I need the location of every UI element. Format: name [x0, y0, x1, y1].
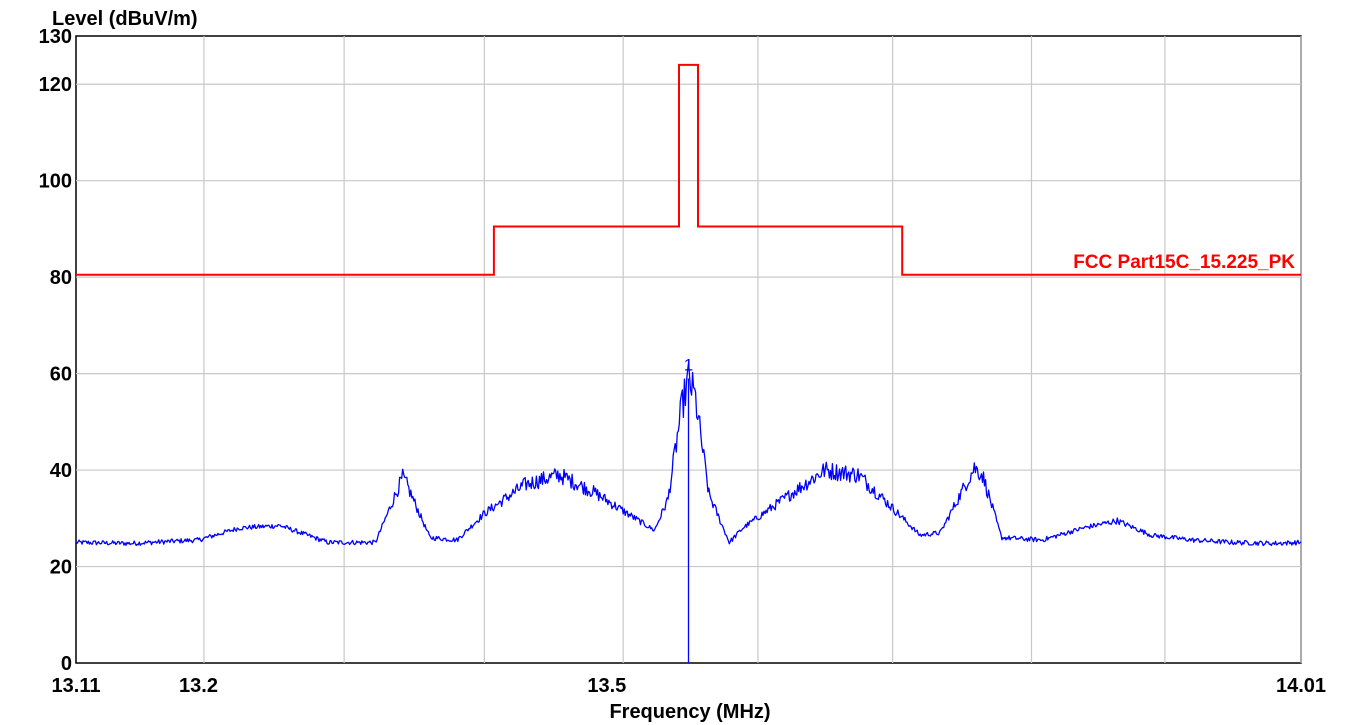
x-tick-label: 14.01	[1276, 675, 1326, 697]
y-tick-label: 60	[50, 364, 72, 386]
grid	[76, 36, 1302, 663]
y-tick-label: 20	[50, 557, 72, 579]
marker-label: 1	[684, 355, 693, 374]
measured-trace	[75, 362, 1302, 547]
y-tick-label: 100	[39, 171, 72, 193]
y-tick-label: 0	[61, 653, 72, 675]
series-group: 1	[75, 63, 1302, 663]
y-tick-label: 40	[50, 460, 72, 482]
y-axis-label: Level (dBuV/m)	[52, 8, 198, 30]
limit-line-label: FCC Part15C_15.225_PK	[1073, 252, 1295, 273]
limit-line	[76, 63, 1301, 276]
x-tick-label: 13.2	[179, 675, 218, 697]
x-tick-label: 13.5	[587, 675, 626, 697]
y-tick-label: 130	[39, 26, 72, 48]
y-tick-label: 80	[50, 267, 72, 289]
tick-labels: 0 20 40 60 80 100 120 130 13.11 13.2 13.5 14.01	[39, 26, 1326, 697]
y-tick-label: 120	[39, 74, 72, 96]
x-axis-label: Frequency (MHz)	[609, 701, 770, 723]
x-tick-label: 13.11	[52, 675, 101, 697]
